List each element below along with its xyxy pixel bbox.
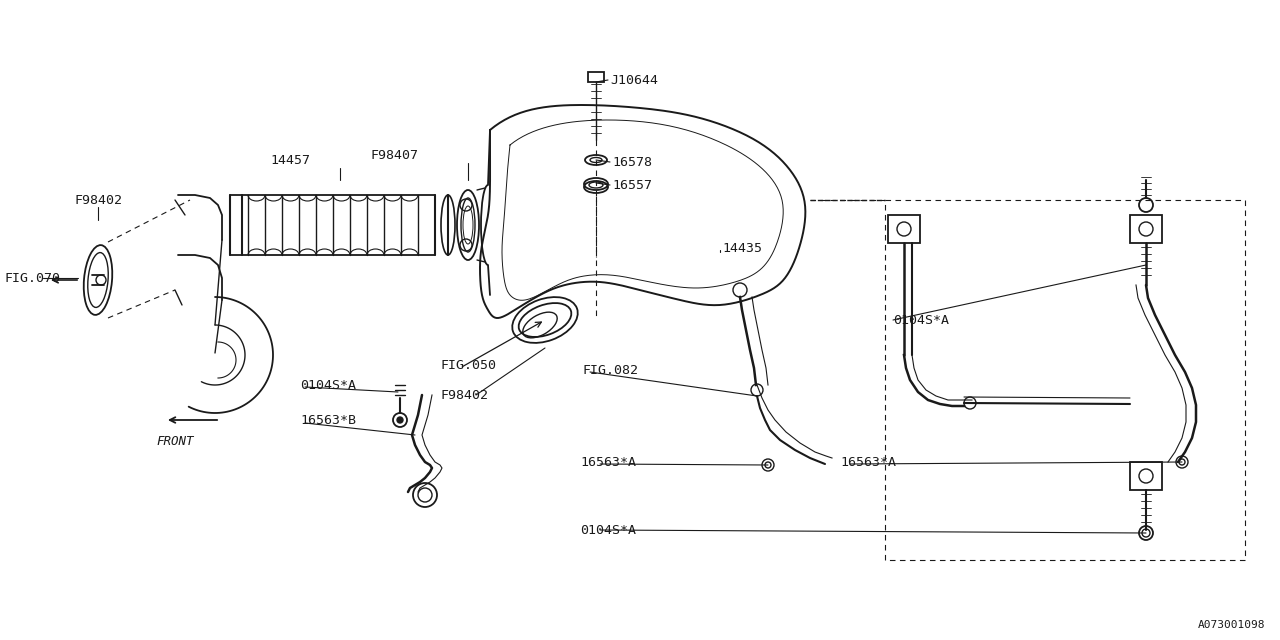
Bar bbox=[1130, 215, 1162, 243]
Text: 16563*A: 16563*A bbox=[840, 456, 896, 468]
Text: FIG.050: FIG.050 bbox=[440, 358, 497, 371]
Text: 16563*B: 16563*B bbox=[300, 413, 356, 426]
Text: 14435: 14435 bbox=[722, 241, 762, 255]
Bar bbox=[588, 72, 604, 82]
Text: 16578: 16578 bbox=[612, 156, 652, 168]
Text: J10644: J10644 bbox=[611, 74, 658, 86]
Text: FRONT: FRONT bbox=[156, 435, 193, 448]
Text: 0104S*A: 0104S*A bbox=[300, 378, 356, 392]
Text: F98407: F98407 bbox=[370, 148, 419, 161]
Text: F98402: F98402 bbox=[440, 388, 488, 401]
Text: 16563*A: 16563*A bbox=[580, 456, 636, 468]
Bar bbox=[888, 215, 920, 243]
Text: F98402: F98402 bbox=[76, 193, 123, 207]
Circle shape bbox=[397, 417, 403, 423]
Text: 0104S*A: 0104S*A bbox=[580, 524, 636, 536]
Text: 14457: 14457 bbox=[270, 154, 310, 166]
Text: FIG.082: FIG.082 bbox=[582, 364, 637, 376]
Text: 16557: 16557 bbox=[612, 179, 652, 191]
Text: A073001098: A073001098 bbox=[1198, 620, 1265, 630]
Text: 0104S*A: 0104S*A bbox=[893, 314, 948, 326]
Bar bbox=[1130, 462, 1162, 490]
Text: FIG.070: FIG.070 bbox=[5, 271, 61, 285]
